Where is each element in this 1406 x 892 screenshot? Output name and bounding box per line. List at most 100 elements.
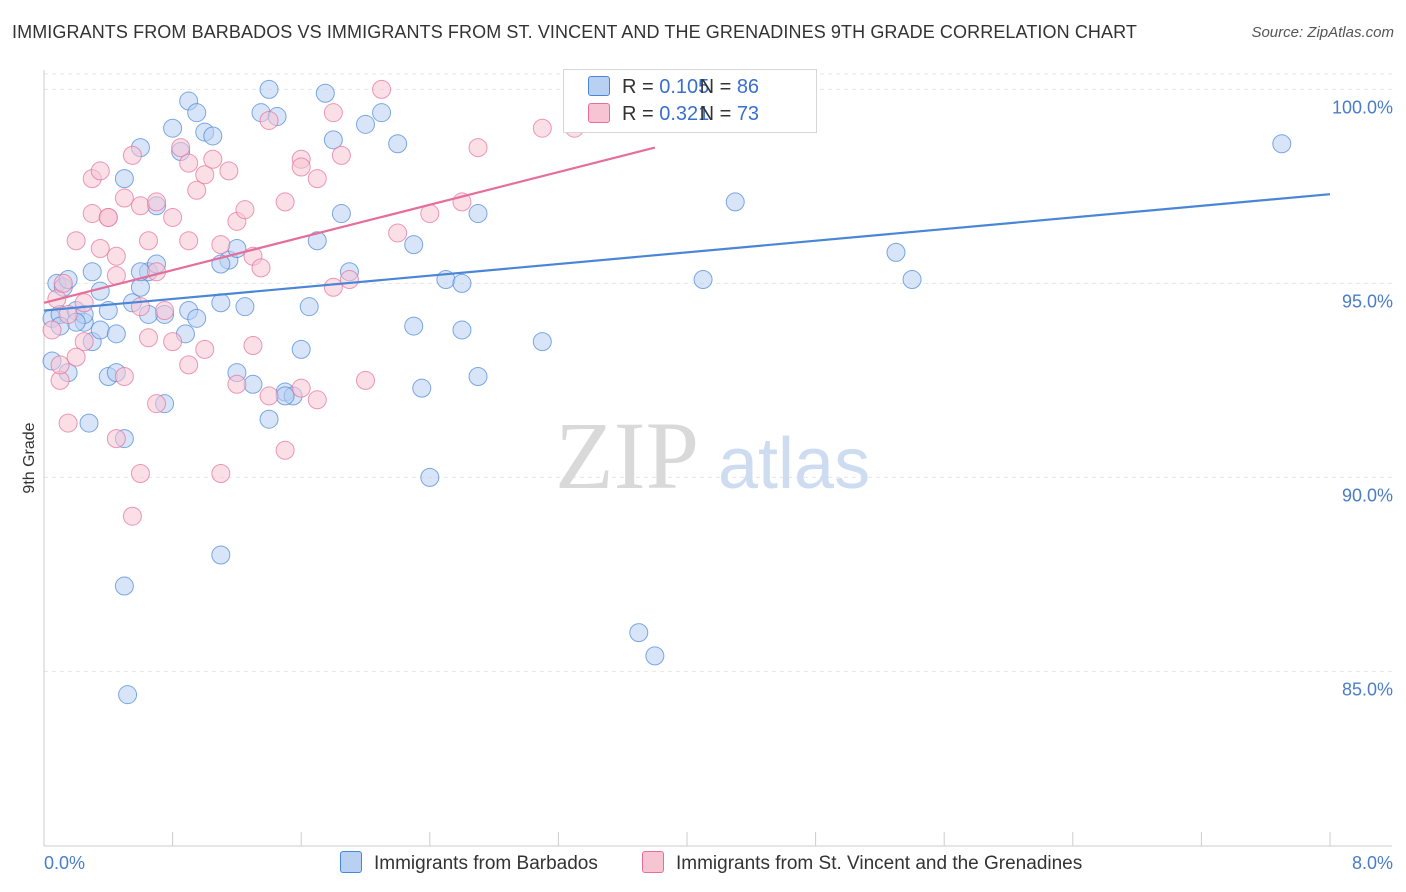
data-point (235, 200, 255, 220)
data-point (372, 103, 392, 123)
data-point (725, 192, 745, 212)
data-point (74, 293, 94, 313)
data-point (58, 304, 78, 324)
data-point (130, 464, 150, 484)
data-point (275, 192, 295, 212)
data-point (315, 83, 335, 103)
trend-lines (43, 146, 1331, 312)
data-point (53, 273, 73, 293)
data-point (211, 293, 231, 313)
data-point (299, 297, 319, 317)
data-point (259, 110, 279, 130)
trend-line (43, 193, 1331, 312)
data-point (291, 339, 311, 359)
data-point (90, 161, 110, 181)
x-ticks (43, 832, 1331, 846)
legend-n-value: 73 (736, 103, 760, 125)
data-point (532, 118, 552, 138)
legend-n-label: N = (699, 103, 732, 125)
data-point (155, 301, 175, 321)
watermark-zip: ZIP (555, 402, 699, 509)
data-point (693, 270, 713, 290)
data-point (163, 118, 183, 138)
data-point (187, 103, 207, 123)
data-point (412, 378, 432, 398)
watermark-atlas: atlas (718, 424, 870, 504)
data-point (235, 297, 255, 317)
data-point (259, 409, 279, 429)
data-point (179, 355, 199, 375)
data-point (331, 204, 351, 224)
data-point (645, 646, 665, 666)
data-point (211, 235, 231, 255)
data-point (275, 386, 295, 406)
y-tick-label: 85.0% (1342, 679, 1393, 699)
data-point (532, 332, 552, 352)
data-point (79, 413, 99, 433)
data-point (323, 103, 343, 123)
data-point (420, 467, 440, 487)
data-point (452, 273, 472, 293)
trend-line (43, 146, 656, 304)
data-point (114, 576, 134, 596)
data-point (130, 196, 150, 216)
data-point (388, 134, 408, 154)
x-tick-label-min: 0.0% (44, 853, 85, 873)
data-point (122, 145, 142, 165)
data-point (114, 169, 134, 189)
data-point (886, 242, 906, 262)
data-point (323, 130, 343, 150)
data-point (106, 429, 126, 449)
data-point (259, 79, 279, 99)
y-tick-label: 95.0% (1342, 291, 1393, 311)
stats-legend-row-barbados: R = 0.105 N = 86 (588, 76, 759, 100)
data-point (468, 367, 488, 387)
bottom-legend-label: Immigrants from Barbados (374, 853, 598, 874)
legend-swatch-pink (642, 851, 664, 873)
data-point (227, 374, 247, 394)
data-point (179, 231, 199, 251)
data-point (1272, 134, 1292, 154)
data-point (629, 623, 649, 643)
bottom-legend-label: Immigrants from St. Vincent and the Gren… (676, 853, 1083, 874)
bottom-legend-barbados: Immigrants from Barbados (340, 851, 598, 875)
data-point (307, 390, 327, 410)
series-st-vincent (42, 79, 584, 526)
axes (43, 70, 1392, 847)
data-point (203, 149, 223, 169)
data-point (404, 316, 424, 336)
data-point (356, 114, 375, 134)
data-point (82, 262, 102, 282)
data-point (98, 207, 118, 227)
legend-swatch-blue (588, 76, 610, 96)
data-point (66, 231, 86, 251)
data-point (323, 277, 343, 297)
data-point (219, 161, 239, 181)
data-point (307, 169, 327, 189)
legend-r-label: R = (622, 76, 654, 98)
data-point (356, 370, 375, 390)
data-point (42, 320, 62, 340)
data-point (122, 506, 142, 526)
data-point (118, 685, 138, 705)
data-point (339, 270, 359, 290)
y-axis-label: 9th Grade (21, 422, 38, 493)
data-point (163, 332, 183, 352)
legend-swatch-pink (588, 103, 610, 123)
data-point (90, 238, 110, 258)
data-point (195, 339, 215, 359)
data-point (307, 231, 327, 251)
data-point (259, 386, 279, 406)
y-tick-label: 100.0% (1332, 97, 1393, 117)
y-tick-labels: 85.0% 90.0% 95.0% 100.0% (1332, 97, 1393, 699)
y-tick-label: 90.0% (1342, 485, 1393, 505)
watermark: ZIP atlas (555, 402, 870, 509)
data-point (163, 207, 183, 227)
data-point (251, 258, 271, 278)
data-point (372, 79, 392, 99)
data-point (211, 545, 231, 565)
data-point (902, 270, 922, 290)
data-point (243, 335, 263, 355)
data-point (90, 320, 110, 340)
